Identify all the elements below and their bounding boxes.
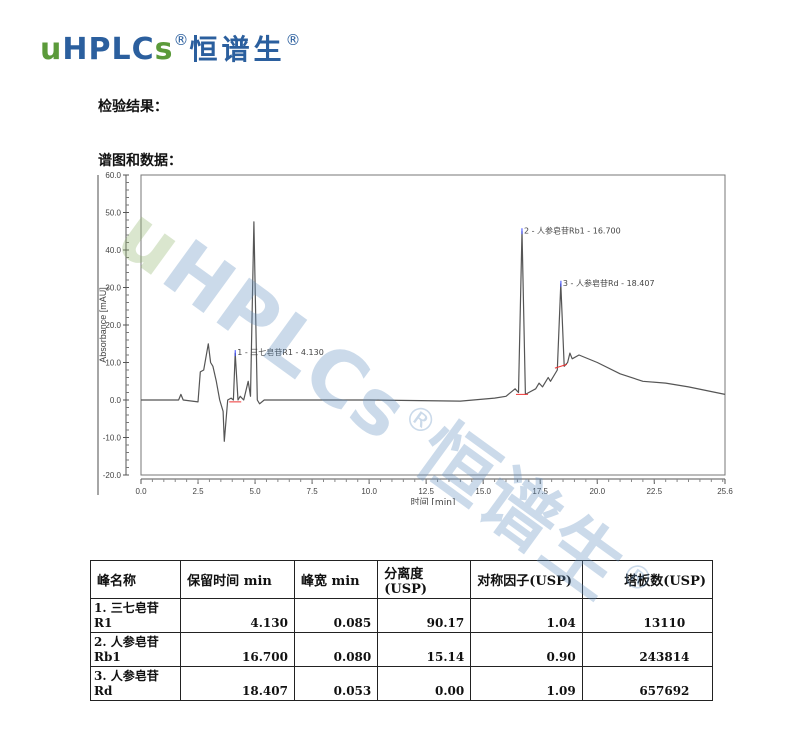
table-cell: 0.90 <box>470 632 583 667</box>
y-tick-label: -20.0 <box>103 471 122 480</box>
y-tick-label: -10.0 <box>103 434 122 443</box>
table-row: 2. 人参皂苷 Rb1 16.700 0.080 15.14 0.90 243814 <box>89 632 714 667</box>
x-axis-label: 时间 [min] <box>411 496 456 505</box>
peak-name-cell: 3. 人参皂苷 Rd <box>89 666 182 701</box>
logo: uHPLCs®恒谱生® <box>40 28 301 68</box>
table-cell: 16.700 <box>180 632 295 667</box>
x-tick-label: 15.0 <box>475 487 491 496</box>
table-cell: 657692 <box>581 666 714 701</box>
table-body: 1. 三七皂苷 R1 4.130 0.085 90.17 1.04 13110 2. 人参皂… <box>89 598 714 701</box>
registered-mark: ® <box>285 31 302 49</box>
table-cell: 18.407 <box>180 666 295 701</box>
column-header: 塔板数(USP) <box>581 560 714 599</box>
table-cell: 0.053 <box>293 666 379 701</box>
peak-label: 3 - 人参皂苷Rd - 18.407 <box>563 278 655 288</box>
peak-name-cell: 2. 人参皂苷 Rb1 <box>89 632 182 667</box>
logo-u: u <box>40 32 63 67</box>
table-cell: 0.00 <box>377 666 472 701</box>
y-tick-label: 60.0 <box>105 171 121 180</box>
x-tick-label: 0.0 <box>135 487 147 496</box>
registered-mark: ® <box>173 31 190 49</box>
y-tick-label: 10.0 <box>105 359 121 368</box>
x-tick-label: 7.5 <box>307 487 319 496</box>
peak-baseline <box>554 363 568 369</box>
table-cell: 4.130 <box>180 598 295 633</box>
peak-table: 峰名称 保留时间 min 峰宽 min 分离度(USP) 对称因子(USP) 塔板数(US… <box>89 560 714 701</box>
x-tick-label: 2.5 <box>192 487 204 496</box>
column-header: 对称因子(USP) <box>470 560 583 599</box>
peak-name-cell: 1. 三七皂苷 R1 <box>89 598 182 633</box>
x-tick-label: 22.5 <box>646 487 662 496</box>
table-row: 1. 三七皂苷 R1 4.130 0.085 90.17 1.04 13110 <box>89 598 714 633</box>
x-tick-label: 12.5 <box>418 487 434 496</box>
table-cell: 1.09 <box>470 666 583 701</box>
chromatogram-heading: 谱图和数据： <box>98 153 182 169</box>
y-axis-label: Absorbance [mAU] <box>98 287 108 363</box>
x-tick-label: 10.0 <box>361 487 377 496</box>
table-cell: 15.14 <box>377 632 472 667</box>
x-tick-label: 20.0 <box>589 487 605 496</box>
y-tick-label: 30.0 <box>105 284 121 293</box>
table-cell: 13110 <box>581 598 714 633</box>
logo-s: s <box>154 32 174 67</box>
peak-label: 1 - 三七皂苷R1 - 4.130 <box>237 347 324 357</box>
table-cell: 243814 <box>581 632 714 667</box>
chromatogram-chart: 60.0 50.0 40.0 30.0 20.0 10.0 0.0 -10.0 -20.0 0.0… <box>97 171 733 505</box>
y-tick-label: 50.0 <box>105 209 121 218</box>
table-cell: 0.085 <box>293 598 379 633</box>
chromatogram-trace <box>141 221 726 442</box>
x-tick-label: 5.0 <box>250 487 262 496</box>
column-header: 保留时间 min <box>180 560 295 599</box>
peak-label: 2 - 人参皂苷Rb1 - 16.700 <box>524 225 621 235</box>
table-row: 3. 人参皂苷 Rd 18.407 0.053 0.00 1.09 657692 <box>89 666 714 701</box>
column-header: 分离度(USP) <box>377 560 472 599</box>
column-header: 峰名称 <box>89 560 182 599</box>
x-tick-label: 17.5 <box>532 487 548 496</box>
table-header-row: 峰名称 保留时间 min 峰宽 min 分离度(USP) 对称因子(USP) 塔板数(US… <box>89 560 714 599</box>
y-tick-label: 0.0 <box>110 396 122 405</box>
y-tick-label: 20.0 <box>105 321 121 330</box>
logo-chinese: 恒谱生 <box>189 33 286 66</box>
column-header: 峰宽 min <box>293 560 379 599</box>
table-cell: 0.080 <box>293 632 379 667</box>
x-tick-label: 25.6 <box>717 487 733 496</box>
results-heading: 检验结果： <box>98 99 168 115</box>
table-cell: 90.17 <box>377 598 472 633</box>
y-tick-label: 40.0 <box>105 246 121 255</box>
plot-frame <box>140 174 726 476</box>
table-cell: 1.04 <box>470 598 583 633</box>
logo-hplc: HPLC <box>62 32 155 67</box>
